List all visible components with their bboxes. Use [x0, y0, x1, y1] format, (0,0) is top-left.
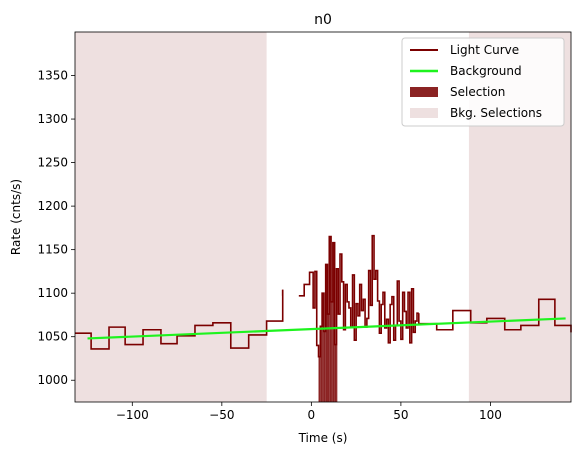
bkg-selection-bin [504, 329, 521, 402]
x-tick-label: 50 [393, 408, 408, 422]
bkg-selection-bin [230, 348, 249, 402]
light-curve-layer [75, 234, 572, 358]
selection-bin [329, 236, 332, 402]
bkg-selection-layer [75, 32, 571, 402]
selection-bin [327, 314, 330, 402]
light-curve-fine-segment [298, 234, 419, 358]
bkg-selection-bin [520, 325, 539, 402]
selection-bin [332, 242, 335, 402]
y-axis: 1000 1050 1100 1150 1200 1250 1300 1350 [37, 69, 75, 387]
legend-label: Selection [450, 85, 505, 99]
y-tick-label: 1200 [37, 199, 68, 213]
legend-swatch-patch [410, 108, 438, 118]
bkg-selection-bin [160, 343, 178, 402]
bkg-selection-bin [554, 325, 571, 402]
legend-label: Background [450, 64, 522, 78]
legend: Light Curve Background Selection Bkg. Selec… [401, 37, 565, 127]
y-tick-label: 1250 [37, 156, 68, 170]
legend-label: Light Curve [450, 43, 519, 57]
y-axis-label: Rate (cnts/s) [9, 179, 23, 255]
selection-bin [334, 344, 337, 402]
bkg-selection-region [75, 32, 267, 402]
bkg-selection-bin [177, 335, 195, 402]
selection-bin [320, 326, 323, 402]
selection-bin [318, 356, 321, 402]
y-tick-label: 1300 [37, 112, 68, 126]
selection-bin [325, 264, 328, 402]
y-tick-label: 1350 [37, 69, 68, 83]
selection-bin [323, 331, 326, 402]
bkg-selection-bin [486, 318, 505, 402]
bkg-selection-bin [470, 322, 487, 402]
bkg-selection-bin [75, 333, 92, 402]
y-tick-label: 1000 [37, 373, 68, 387]
chart-title: n0 [314, 12, 332, 28]
legend-swatch-patch [410, 87, 438, 97]
light-curve-right-segment [418, 298, 572, 333]
background-fit-line [87, 317, 566, 340]
selection-bin [331, 301, 333, 402]
y-tick-label: 1100 [37, 286, 68, 300]
x-axis: −100 −50 0 50 100 [116, 402, 502, 422]
bkg-selection-bin [468, 310, 471, 402]
bkg-selection-bin [248, 334, 267, 402]
legend-label: Bkg. Selections [450, 106, 542, 120]
background-fit-layer [87, 317, 566, 340]
bkg-selection-bin [91, 348, 110, 402]
x-axis-label: Time (s) [298, 431, 348, 445]
bkg-selection-bin [538, 299, 555, 402]
y-tick-label: 1050 [37, 330, 68, 344]
bkg-selection-bin [194, 325, 213, 402]
bkg-selection-bin [212, 322, 231, 402]
legend-box [401, 37, 565, 127]
x-tick-label: −50 [209, 408, 234, 422]
selection-bin [322, 293, 324, 402]
bkg-selection-bin [125, 344, 144, 402]
x-tick-label: 0 [308, 408, 316, 422]
x-tick-label: −100 [116, 408, 149, 422]
bkg-selection-bin [143, 329, 161, 402]
light-curve-left-segment [75, 289, 284, 350]
plot-frame [74, 31, 572, 403]
x-tick-label: 100 [479, 408, 502, 422]
y-tick-label: 1150 [37, 243, 68, 257]
bkg-selection-bin [109, 327, 126, 402]
